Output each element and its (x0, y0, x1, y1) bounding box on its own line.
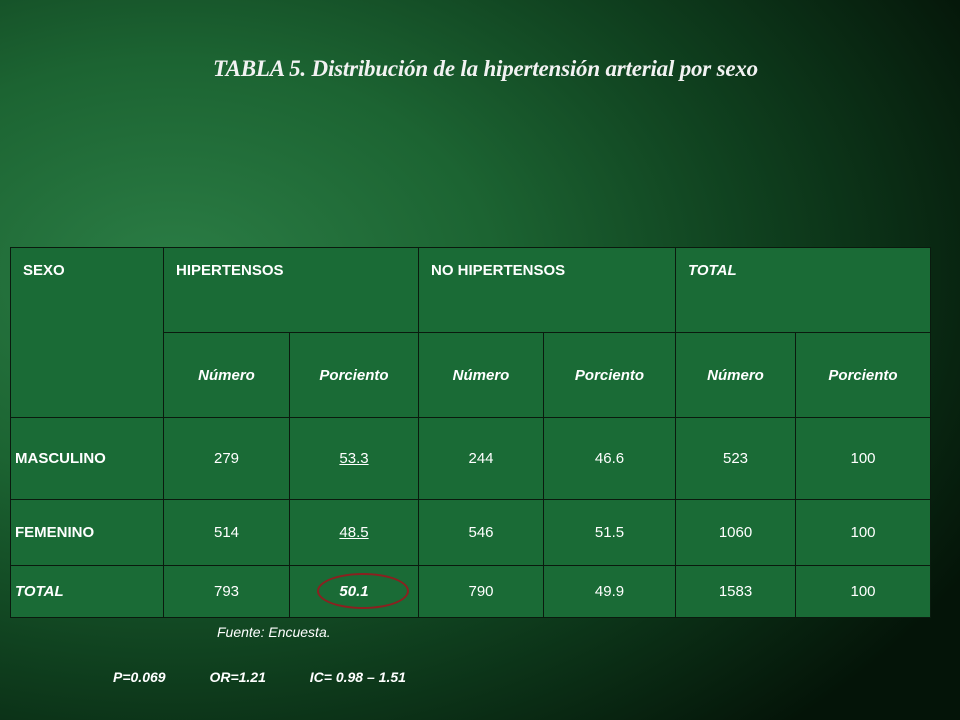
table-cell: 514 (163, 499, 290, 566)
table-row: FEMENINO 514 48.5 546 51.5 1060 100 (10, 499, 932, 566)
table-cell: 1583 (675, 565, 796, 618)
underlined-value: 53.3 (339, 450, 369, 467)
p-value: P=0.069 (113, 669, 166, 685)
table-cell: 49.9 (543, 565, 676, 618)
table-subheader-row: Número Porciento Número Porciento Número… (11, 332, 932, 418)
table-cell: 48.5 (289, 499, 419, 566)
table-cell: 546 (418, 499, 544, 566)
subheader-cell: Porciento (543, 332, 676, 418)
table-cell: 1060 (675, 499, 796, 566)
stats-line: P=0.069 OR=1.21 IC= 0.98 – 1.51 (113, 669, 446, 685)
row-label-femenino: FEMENINO (10, 499, 164, 566)
table-cell: 100 (794, 499, 932, 566)
table-header-row: SEXO HIPERTENSOS NO HIPERTENSOS TOTAL (10, 247, 932, 418)
table-cell: 50.1 (289, 565, 419, 618)
table-cell: 51.5 (543, 499, 676, 566)
table-cell: 100 (794, 417, 932, 500)
header-hipertensos: HIPERTENSOS (163, 247, 419, 333)
table-cell: 793 (163, 565, 290, 618)
header-sexo: SEXO (10, 247, 164, 418)
subheader-cell: Número (675, 332, 796, 418)
subheader-cell: Número (418, 332, 544, 418)
source-note: Fuente: Encuesta. (217, 624, 331, 640)
subheader-cell: Porciento (289, 332, 419, 418)
table-row: TOTAL 793 50.1 790 49.9 1583 100 (10, 565, 932, 618)
table-cell: 790 (418, 565, 544, 618)
row-label-total: TOTAL (10, 565, 164, 618)
row-label-masculino: MASCULINO (10, 417, 164, 500)
confidence-interval: IC= 0.98 – 1.51 (309, 669, 406, 685)
hypertension-table: SEXO HIPERTENSOS NO HIPERTENSOS TOTAL Nú… (10, 247, 932, 618)
header-total: TOTAL (674, 247, 932, 333)
table-cell: 46.6 (543, 417, 676, 500)
underlined-value: 48.5 (339, 524, 369, 541)
circled-value: 50.1 (317, 573, 410, 609)
header-no-hipertensos: NO HIPERTENSOS (418, 247, 676, 333)
table-cell: 100 (794, 565, 932, 618)
subheader-cell: Número (163, 332, 290, 418)
table-cell: 523 (675, 417, 796, 500)
slide-title: TABLA 5. Distribución de la hipertensión… (213, 56, 758, 81)
table-cell: 279 (163, 417, 290, 500)
table-cell: 53.3 (289, 417, 419, 500)
subheader-cell: Porciento (794, 332, 932, 418)
table-row: MASCULINO 279 53.3 244 46.6 523 100 (10, 417, 932, 500)
table-cell: 244 (418, 417, 544, 500)
odds-ratio: OR=1.21 (209, 669, 266, 685)
